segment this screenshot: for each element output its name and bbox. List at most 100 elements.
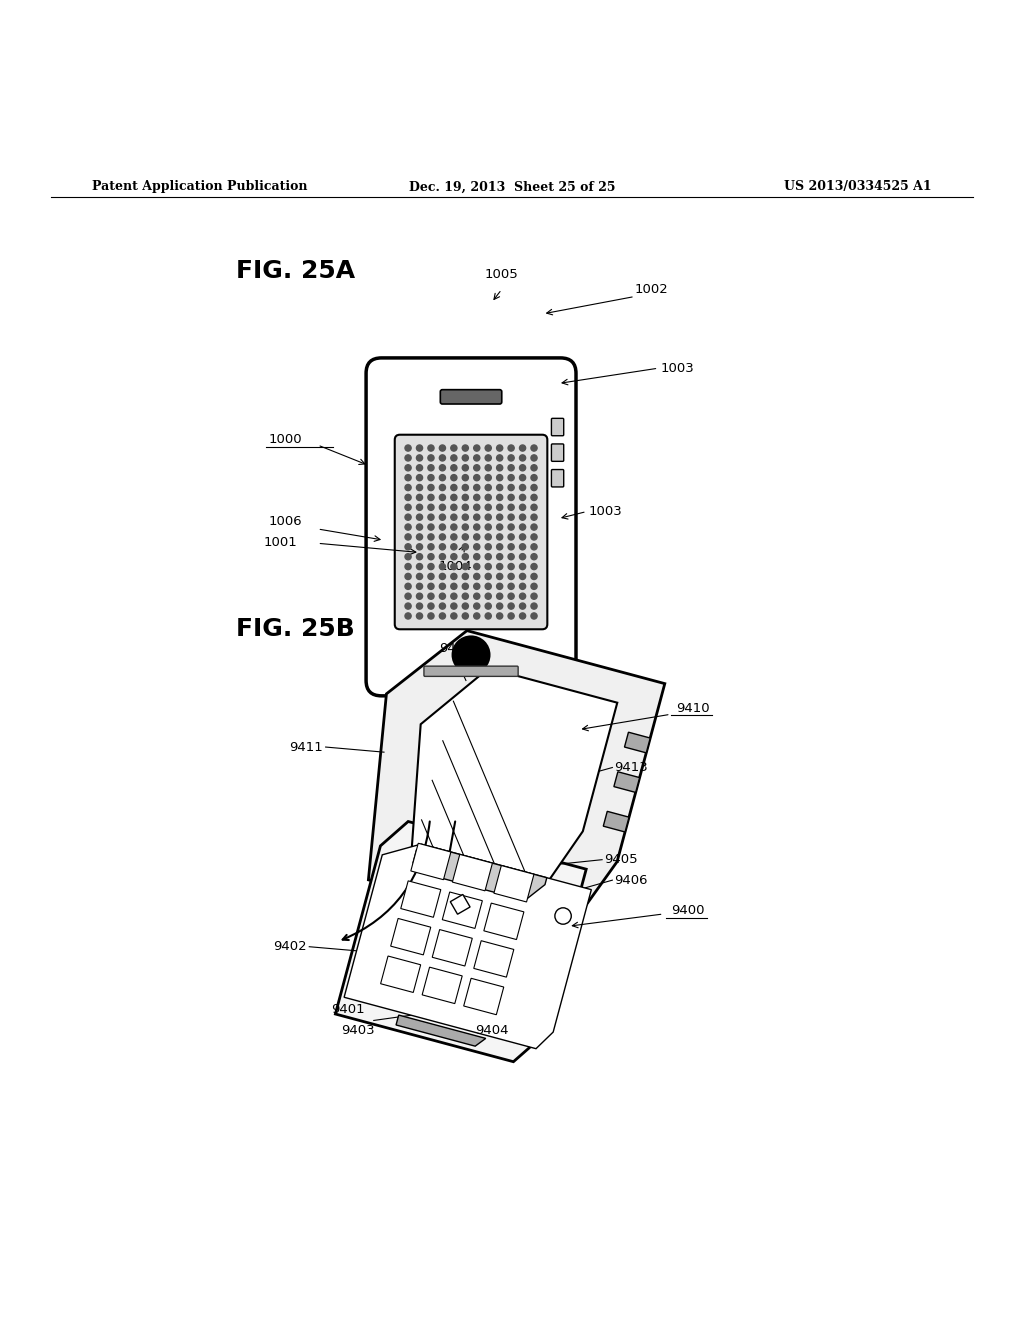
Circle shape bbox=[531, 533, 538, 540]
Circle shape bbox=[462, 524, 468, 531]
Circle shape bbox=[485, 603, 492, 609]
Polygon shape bbox=[603, 812, 629, 832]
Circle shape bbox=[417, 524, 423, 531]
Circle shape bbox=[497, 455, 503, 461]
Text: 9401: 9401 bbox=[332, 1003, 365, 1016]
Text: Patent Application Publication: Patent Application Publication bbox=[92, 181, 307, 194]
Circle shape bbox=[508, 455, 514, 461]
Circle shape bbox=[417, 612, 423, 619]
Circle shape bbox=[462, 553, 468, 560]
Circle shape bbox=[406, 544, 412, 550]
Circle shape bbox=[439, 504, 445, 511]
Text: 9402: 9402 bbox=[273, 940, 307, 953]
Text: 9404: 9404 bbox=[475, 1023, 508, 1036]
Polygon shape bbox=[411, 843, 451, 879]
Circle shape bbox=[428, 445, 434, 451]
Circle shape bbox=[406, 524, 412, 531]
Circle shape bbox=[451, 603, 457, 609]
Circle shape bbox=[406, 484, 412, 491]
Circle shape bbox=[439, 445, 445, 451]
Circle shape bbox=[451, 524, 457, 531]
Circle shape bbox=[519, 593, 525, 599]
Circle shape bbox=[439, 455, 445, 461]
Circle shape bbox=[462, 583, 468, 590]
Circle shape bbox=[497, 475, 503, 480]
Circle shape bbox=[439, 475, 445, 480]
Circle shape bbox=[417, 445, 423, 451]
Text: 1003: 1003 bbox=[660, 362, 694, 375]
Circle shape bbox=[453, 636, 489, 673]
Circle shape bbox=[451, 593, 457, 599]
Circle shape bbox=[519, 495, 525, 500]
FancyBboxPatch shape bbox=[551, 418, 563, 436]
FancyBboxPatch shape bbox=[551, 470, 563, 487]
Circle shape bbox=[428, 603, 434, 609]
Circle shape bbox=[417, 475, 423, 480]
Circle shape bbox=[485, 455, 492, 461]
Circle shape bbox=[474, 475, 480, 480]
Circle shape bbox=[485, 513, 492, 520]
Circle shape bbox=[519, 573, 525, 579]
Polygon shape bbox=[344, 843, 591, 1048]
Circle shape bbox=[485, 495, 492, 500]
Polygon shape bbox=[396, 1015, 485, 1047]
Polygon shape bbox=[451, 895, 470, 915]
Circle shape bbox=[485, 573, 492, 579]
Circle shape bbox=[417, 593, 423, 599]
Circle shape bbox=[508, 504, 514, 511]
Polygon shape bbox=[422, 968, 462, 1003]
Circle shape bbox=[531, 612, 538, 619]
Circle shape bbox=[474, 583, 480, 590]
Circle shape bbox=[462, 504, 468, 511]
Text: 9405: 9405 bbox=[604, 853, 638, 866]
Circle shape bbox=[451, 455, 457, 461]
Text: 1004: 1004 bbox=[439, 560, 472, 573]
Circle shape bbox=[451, 533, 457, 540]
Circle shape bbox=[462, 513, 468, 520]
Circle shape bbox=[406, 533, 412, 540]
Text: 9413: 9413 bbox=[614, 762, 648, 774]
Polygon shape bbox=[451, 895, 469, 913]
Text: 1001: 1001 bbox=[263, 536, 297, 549]
FancyBboxPatch shape bbox=[424, 667, 518, 676]
Circle shape bbox=[485, 593, 492, 599]
Circle shape bbox=[497, 484, 503, 491]
Circle shape bbox=[497, 583, 503, 590]
Circle shape bbox=[508, 603, 514, 609]
Circle shape bbox=[406, 445, 412, 451]
Circle shape bbox=[531, 524, 538, 531]
Circle shape bbox=[531, 573, 538, 579]
Circle shape bbox=[439, 612, 445, 619]
Circle shape bbox=[439, 513, 445, 520]
Polygon shape bbox=[625, 733, 650, 752]
Circle shape bbox=[428, 513, 434, 520]
Circle shape bbox=[474, 524, 480, 531]
Circle shape bbox=[531, 513, 538, 520]
Circle shape bbox=[406, 504, 412, 511]
Circle shape bbox=[406, 603, 412, 609]
Circle shape bbox=[406, 612, 412, 619]
Circle shape bbox=[439, 495, 445, 500]
Circle shape bbox=[519, 513, 525, 520]
FancyBboxPatch shape bbox=[440, 389, 502, 404]
Circle shape bbox=[462, 495, 468, 500]
Circle shape bbox=[406, 573, 412, 579]
Circle shape bbox=[497, 445, 503, 451]
Text: 9411: 9411 bbox=[289, 741, 323, 754]
Circle shape bbox=[508, 553, 514, 560]
Circle shape bbox=[417, 573, 423, 579]
Text: 9410: 9410 bbox=[676, 702, 710, 714]
Circle shape bbox=[519, 564, 525, 570]
Circle shape bbox=[497, 573, 503, 579]
Circle shape bbox=[462, 544, 468, 550]
Circle shape bbox=[406, 583, 412, 590]
Text: US 2013/0334525 A1: US 2013/0334525 A1 bbox=[784, 181, 932, 194]
Circle shape bbox=[428, 583, 434, 590]
Circle shape bbox=[519, 583, 525, 590]
Circle shape bbox=[531, 475, 538, 480]
Circle shape bbox=[519, 553, 525, 560]
Circle shape bbox=[474, 455, 480, 461]
Circle shape bbox=[531, 465, 538, 471]
Circle shape bbox=[451, 475, 457, 480]
Circle shape bbox=[451, 544, 457, 550]
